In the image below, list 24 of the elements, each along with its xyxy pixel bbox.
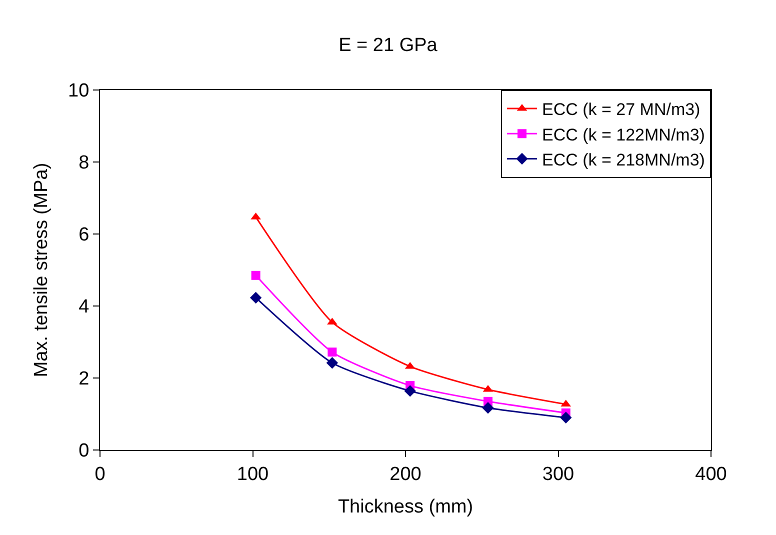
y-tick-label: 10: [68, 80, 90, 102]
point: [482, 402, 494, 414]
point: [250, 292, 262, 304]
x-tick-label: 300: [542, 464, 574, 485]
x-axis-title: Thickness (mm): [338, 496, 474, 518]
y-tick-label: 2: [78, 368, 90, 390]
y-axis-title: Max. tensile stress (MPa): [30, 162, 52, 378]
legend-label: ECC (k = 122MN/m3): [542, 125, 705, 144]
x-tick-label: 400: [695, 464, 727, 485]
point: [251, 270, 260, 280]
point: [560, 412, 572, 424]
x-tick-label: 100: [236, 464, 269, 485]
y-tick-label: 6: [78, 224, 90, 246]
y-tick-label: 8: [78, 152, 90, 174]
y-tick-label: 0: [78, 440, 90, 462]
point: [326, 357, 338, 369]
point: [404, 385, 416, 397]
x-tick-label: 200: [390, 464, 422, 485]
legend-label: ECC (k = 218MN/m3): [542, 150, 705, 170]
x-tick-label: 0: [94, 464, 106, 485]
legend-label: ECC (k = 27 MN/m3): [542, 100, 700, 120]
y-tick-label: 4: [78, 296, 90, 318]
chart-title: E = 21 GPa: [338, 34, 438, 56]
point: [328, 348, 337, 357]
